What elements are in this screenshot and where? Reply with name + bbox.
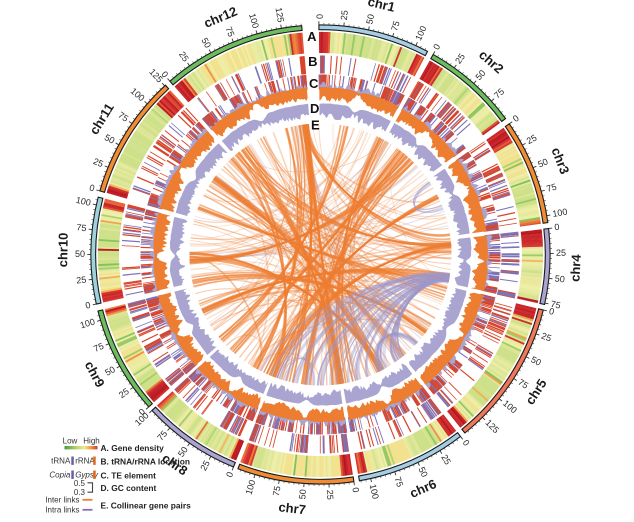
- svg-text:75: 75: [223, 25, 236, 38]
- svg-text:100: 100: [75, 195, 92, 208]
- svg-text:0: 0: [431, 42, 442, 51]
- svg-text:25: 25: [556, 248, 566, 258]
- svg-text:B: B: [308, 54, 317, 69]
- svg-text:75: 75: [545, 181, 557, 193]
- svg-text:100: 100: [247, 12, 261, 29]
- svg-text:0: 0: [224, 470, 235, 478]
- svg-text:75: 75: [550, 299, 562, 311]
- svg-text:50: 50: [103, 364, 117, 378]
- svg-text:A. Gene density: A. Gene density: [101, 443, 165, 453]
- svg-text:D. GC content: D. GC content: [101, 483, 157, 493]
- svg-text:0: 0: [159, 69, 170, 79]
- svg-text:50: 50: [416, 465, 429, 478]
- svg-text:D: D: [310, 101, 319, 116]
- svg-text:25: 25: [177, 50, 191, 64]
- svg-text:75: 75: [116, 110, 130, 124]
- svg-text:25: 25: [198, 459, 212, 473]
- svg-text:50: 50: [364, 13, 376, 25]
- svg-text:0: 0: [461, 438, 472, 448]
- svg-text:0: 0: [314, 14, 324, 19]
- svg-text:75: 75: [389, 20, 402, 33]
- svg-text:75: 75: [492, 86, 506, 100]
- svg-text:Copia: Copia: [49, 471, 70, 480]
- svg-text:50: 50: [75, 249, 85, 259]
- svg-text:25: 25: [339, 10, 350, 21]
- svg-text:25: 25: [453, 52, 467, 66]
- svg-text:High: High: [83, 437, 99, 446]
- svg-text:50: 50: [199, 36, 213, 50]
- svg-text:E. Collinear gene pairs: E. Collinear gene pairs: [101, 501, 192, 511]
- svg-text:0: 0: [548, 306, 555, 317]
- svg-text:0: 0: [137, 407, 147, 418]
- svg-text:125: 125: [273, 7, 285, 24]
- svg-text:rRNA: rRNA: [75, 457, 95, 466]
- svg-text:chr10: chr10: [55, 233, 71, 268]
- svg-text:chr7: chr7: [278, 499, 307, 517]
- svg-text:100: 100: [244, 479, 258, 496]
- svg-text:100: 100: [552, 207, 569, 219]
- svg-text:50: 50: [103, 132, 117, 146]
- svg-text:Gypsy: Gypsy: [75, 471, 99, 480]
- svg-text:50: 50: [529, 354, 542, 367]
- svg-text:25: 25: [92, 156, 105, 169]
- svg-text:tRNA: tRNA: [51, 457, 71, 466]
- svg-text:75: 75: [393, 476, 406, 489]
- svg-text:75: 75: [516, 377, 530, 391]
- svg-text:Intra links: Intra links: [45, 506, 79, 515]
- svg-text:B. tRNA/rRNA location: B. tRNA/rRNA location: [101, 457, 191, 467]
- svg-text:25: 25: [439, 453, 453, 467]
- svg-text:50: 50: [176, 445, 190, 459]
- svg-text:50: 50: [536, 156, 549, 169]
- svg-text:0: 0: [350, 487, 361, 493]
- svg-text:100: 100: [79, 317, 96, 331]
- svg-text:50: 50: [473, 68, 487, 82]
- svg-text:75: 75: [76, 222, 87, 233]
- svg-text:50: 50: [554, 273, 565, 284]
- svg-text:75: 75: [271, 485, 283, 497]
- svg-text:50: 50: [297, 489, 308, 500]
- svg-text:C: C: [309, 76, 319, 91]
- svg-text:25: 25: [525, 133, 539, 147]
- svg-text:0.5: 0.5: [74, 479, 86, 488]
- svg-text:C. TE element: C. TE element: [101, 471, 157, 481]
- svg-text:E: E: [311, 118, 320, 133]
- svg-text:0.3: 0.3: [74, 488, 86, 497]
- svg-text:0: 0: [88, 182, 96, 193]
- svg-text:0: 0: [511, 113, 521, 124]
- svg-text:0: 0: [554, 222, 560, 233]
- svg-text:25: 25: [540, 331, 553, 344]
- svg-text:Inter links: Inter links: [45, 496, 79, 505]
- svg-text:25: 25: [325, 490, 335, 500]
- svg-text:25: 25: [117, 386, 131, 400]
- svg-text:75: 75: [92, 341, 105, 354]
- svg-text:Low: Low: [63, 437, 78, 446]
- svg-text:75: 75: [155, 429, 169, 443]
- svg-text:100: 100: [368, 483, 381, 500]
- svg-text:A: A: [307, 29, 317, 44]
- svg-text:0: 0: [84, 300, 91, 311]
- svg-text:25: 25: [76, 274, 87, 285]
- svg-text:chr4: chr4: [567, 253, 583, 282]
